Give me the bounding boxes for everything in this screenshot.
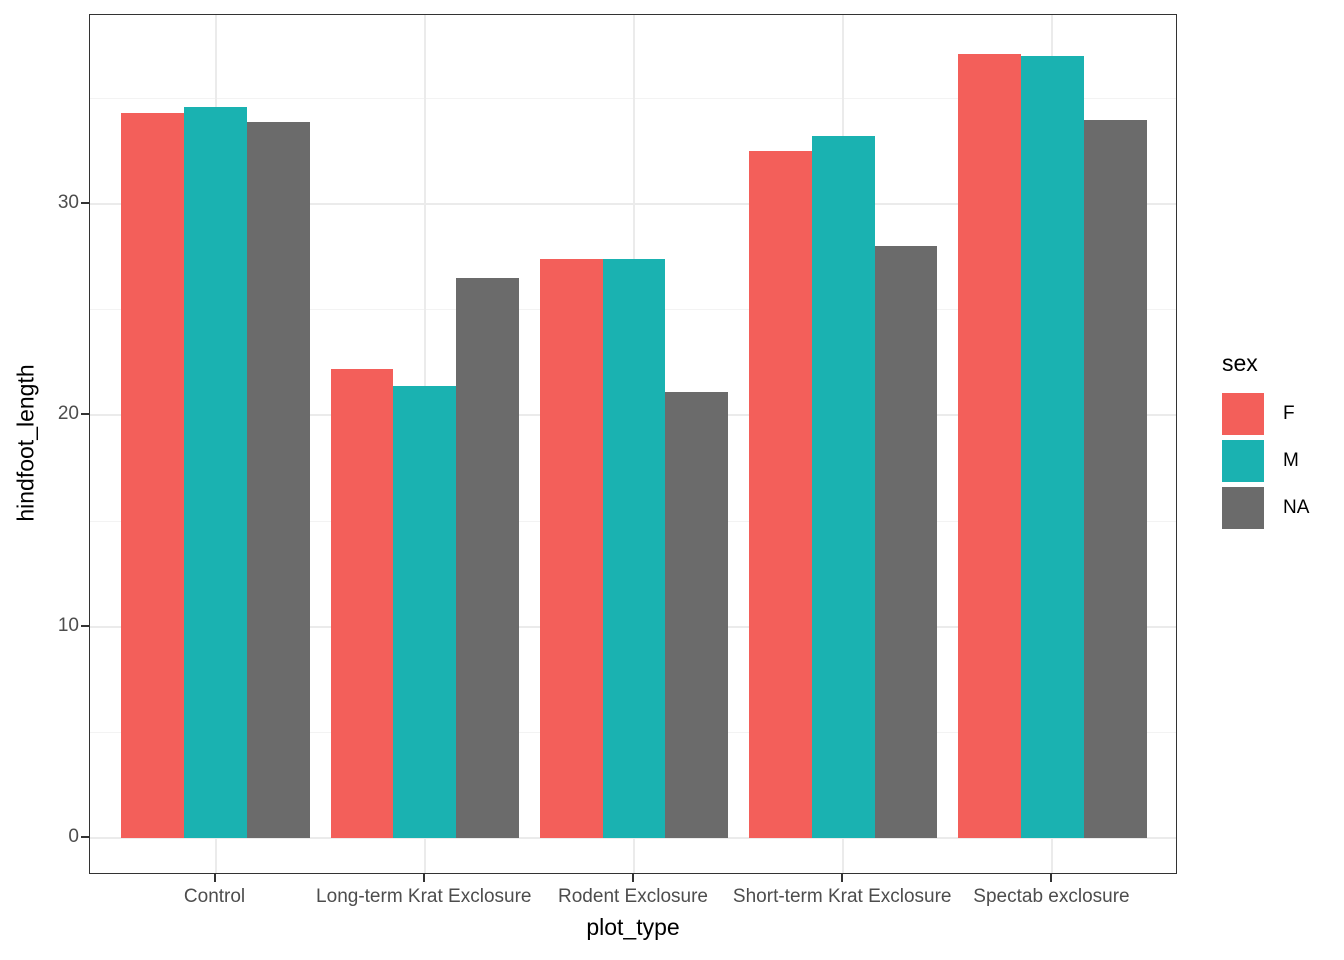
bar-rodent-exclosure-na (665, 392, 729, 839)
x-axis-title: plot_type (586, 914, 680, 940)
legend-swatch-na (1222, 487, 1264, 529)
legend: sex F M NA (1222, 349, 1309, 534)
x-axis-tick (632, 874, 634, 882)
bar-control-m (184, 106, 247, 838)
bar-long-term-krat-exclosure-m (393, 385, 457, 838)
y-axis-tick-label: 0 (68, 826, 79, 848)
x-axis-tick-label: Spectab exclosure (973, 886, 1130, 907)
x-axis-tick-label: Short-term Krat Exclosure (732, 886, 952, 907)
legend-key-na: NA (1222, 487, 1309, 529)
bar-control-na (246, 121, 310, 839)
x-axis-tick (422, 874, 425, 882)
y-axis-tick (81, 413, 89, 416)
plot-panel (89, 14, 1177, 874)
legend-label: F (1283, 403, 1295, 424)
y-axis-tick-label: 30 (57, 192, 79, 214)
bar-spectab-exclosure-na (1083, 119, 1147, 839)
x-axis-tick (841, 874, 844, 882)
legend-label: M (1283, 450, 1299, 471)
bar-long-term-krat-exclosure-f (330, 368, 394, 838)
x-axis-tick-label: Long-term Krat Exclosure (316, 886, 532, 907)
legend-key-m: M (1222, 440, 1309, 482)
x-axis-tick-label: Rodent Exclosure (558, 886, 708, 907)
legend-label: NA (1283, 497, 1310, 518)
x-axis-tick-label: Control (183, 886, 246, 907)
bar-rodent-exclosure-m (602, 259, 666, 838)
y-axis-tick-label: 10 (57, 614, 79, 636)
bar-control-f (121, 113, 185, 839)
y-axis-tick (81, 624, 89, 627)
bar-spectab-exclosure-m (1021, 56, 1084, 839)
x-axis-tick (1050, 874, 1053, 882)
bar-spectab-exclosure-f (958, 54, 1022, 838)
legend-swatch-m (1222, 440, 1264, 482)
y-axis-tick-label: 20 (57, 403, 79, 425)
bar-short-term-krat-exclosure-na (874, 246, 938, 839)
legend-key-f: F (1222, 393, 1309, 435)
y-axis-tick (81, 202, 89, 205)
bar-short-term-krat-exclosure-f (749, 151, 812, 838)
bar-long-term-krat-exclosure-na (456, 278, 519, 838)
bar-short-term-krat-exclosure-m (811, 136, 875, 838)
y-axis-tick (81, 836, 89, 839)
x-axis-tick (213, 874, 216, 882)
bar-rodent-exclosure-f (539, 259, 603, 838)
legend-keys: F M NA (1222, 393, 1309, 529)
legend-title: sex (1222, 350, 1258, 376)
legend-swatch-f (1222, 393, 1264, 435)
